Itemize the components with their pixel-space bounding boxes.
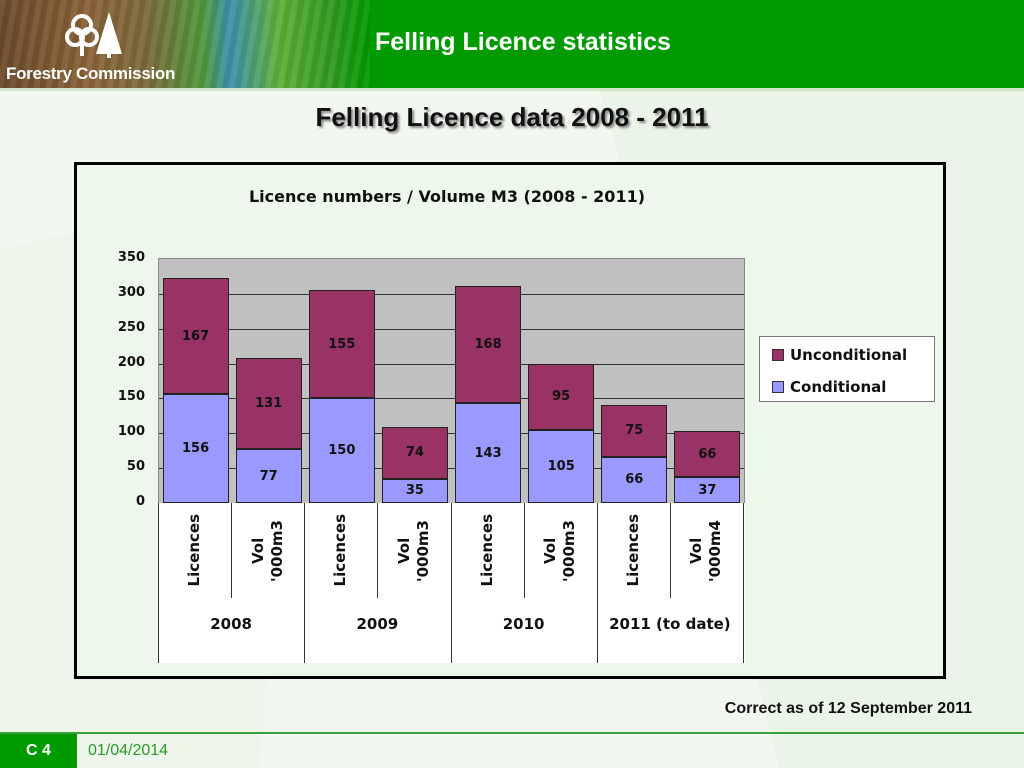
unconditional-segment: 168: [455, 286, 522, 404]
x-group-label: 2008: [210, 615, 252, 633]
chart-legend: Unconditional Conditional: [759, 336, 935, 402]
legend-label: Conditional: [790, 378, 887, 396]
y-tick-label: 150: [117, 389, 145, 405]
unconditional-swatch-icon: [772, 349, 784, 361]
y-tick-label: 200: [117, 354, 145, 370]
conditional-swatch-icon: [772, 381, 784, 393]
x-axis-divider: [158, 503, 159, 663]
footer-divider: [0, 732, 1024, 734]
conditional-segment: 143: [455, 403, 522, 503]
stacked-bar: 168 143: [455, 259, 522, 503]
gridline: [159, 293, 744, 295]
conditional-segment: 150: [308, 398, 375, 503]
y-tick-label: 0: [135, 494, 145, 509]
plot-area: 167 156 131 77 155 150 74 35 168 143 95 105 75 66 66 37: [158, 258, 745, 504]
gridline: [159, 468, 744, 470]
header-bar: Forestry Commission Felling Licence stat…: [0, 0, 1024, 88]
logo-text: Forestry Commission: [6, 64, 176, 83]
header-photo-banner: [0, 0, 370, 88]
x-axis-divider: [231, 503, 233, 598]
x-axis-divider: [523, 503, 525, 598]
conditional-segment: 156: [162, 394, 229, 503]
unconditional-segment: 74: [381, 427, 448, 479]
y-tick-label: 250: [117, 319, 145, 335]
chart-title: Licence numbers / Volume M3 (2008 - 2011…: [248, 187, 646, 206]
unconditional-segment: 66: [674, 431, 741, 478]
gridline: [159, 328, 744, 330]
x-axis: Licences Vol '000m3 Licences Vol '000m3 Licenc…: [158, 503, 745, 663]
unconditional-segment: 75: [601, 404, 668, 457]
x-category-label: Licences: [331, 514, 350, 587]
unconditional-segment: 167: [162, 277, 229, 395]
conditional-segment: 77: [235, 449, 302, 503]
stacked-bar: 167 156: [162, 259, 229, 503]
y-tick-label: 100: [117, 424, 145, 440]
x-category-label: Vol '000m3: [394, 519, 432, 582]
unconditional-segment: 95: [528, 363, 595, 430]
conditional-segment: 35: [381, 478, 448, 503]
x-category-label: Licences: [477, 514, 496, 587]
stacked-bar: 131 77: [235, 259, 302, 503]
chart-container: Licence numbers / Volume M3 (2008 - 2011…: [74, 162, 946, 679]
x-category-label: Licences: [185, 514, 204, 587]
y-tick-label: 300: [117, 284, 145, 300]
header-title: Felling Licence statistics: [375, 28, 671, 56]
footer-date: 01/04/2014: [88, 742, 169, 759]
unconditional-segment: 155: [308, 290, 375, 399]
x-group-label: 2009: [356, 615, 399, 633]
y-tick-label: 50: [126, 459, 145, 475]
x-axis-divider: [669, 503, 671, 598]
conditional-segment: 37: [674, 477, 741, 503]
legend-label: Unconditional: [790, 346, 908, 364]
slide-number-tag: C 4: [0, 734, 77, 768]
x-axis-divider: [743, 503, 744, 663]
forestry-tree-logo-icon: [65, 12, 122, 58]
stacked-bar: 74 35: [381, 259, 448, 503]
data-correct-note: Correct as of 12 September 2011: [724, 700, 972, 717]
gridline: [159, 398, 744, 400]
stacked-bar: 95 105: [528, 259, 595, 503]
x-category-label: Vol '000m4: [687, 519, 725, 582]
x-category-label: Licences: [623, 514, 642, 587]
header-divider: [0, 88, 1024, 91]
unconditional-segment: 131: [235, 357, 302, 450]
x-axis-divider: [377, 503, 379, 598]
stacked-bar: 75 66: [601, 259, 668, 503]
x-axis-divider: [596, 503, 598, 663]
x-category-label: Vol '000m3: [541, 519, 579, 582]
x-category-label: Vol '000m3: [248, 519, 286, 582]
x-group-label: 2010: [502, 615, 545, 633]
x-axis-divider: [450, 503, 452, 663]
legend-item-unconditional: Unconditional: [772, 346, 907, 364]
conditional-segment: 105: [528, 429, 595, 503]
legend-item-conditional: Conditional: [772, 378, 886, 396]
slide-title: Felling Licence data 2008 - 2011: [315, 102, 709, 132]
y-tick-label: 350: [117, 250, 145, 265]
gridline: [159, 363, 744, 365]
x-axis-divider: [304, 503, 306, 663]
gridline: [159, 433, 744, 435]
conditional-segment: 66: [601, 456, 668, 503]
stacked-bar: 155 150: [308, 259, 375, 503]
x-group-label: 2011 (to date): [609, 615, 731, 633]
stacked-bar: 66 37: [674, 259, 741, 503]
